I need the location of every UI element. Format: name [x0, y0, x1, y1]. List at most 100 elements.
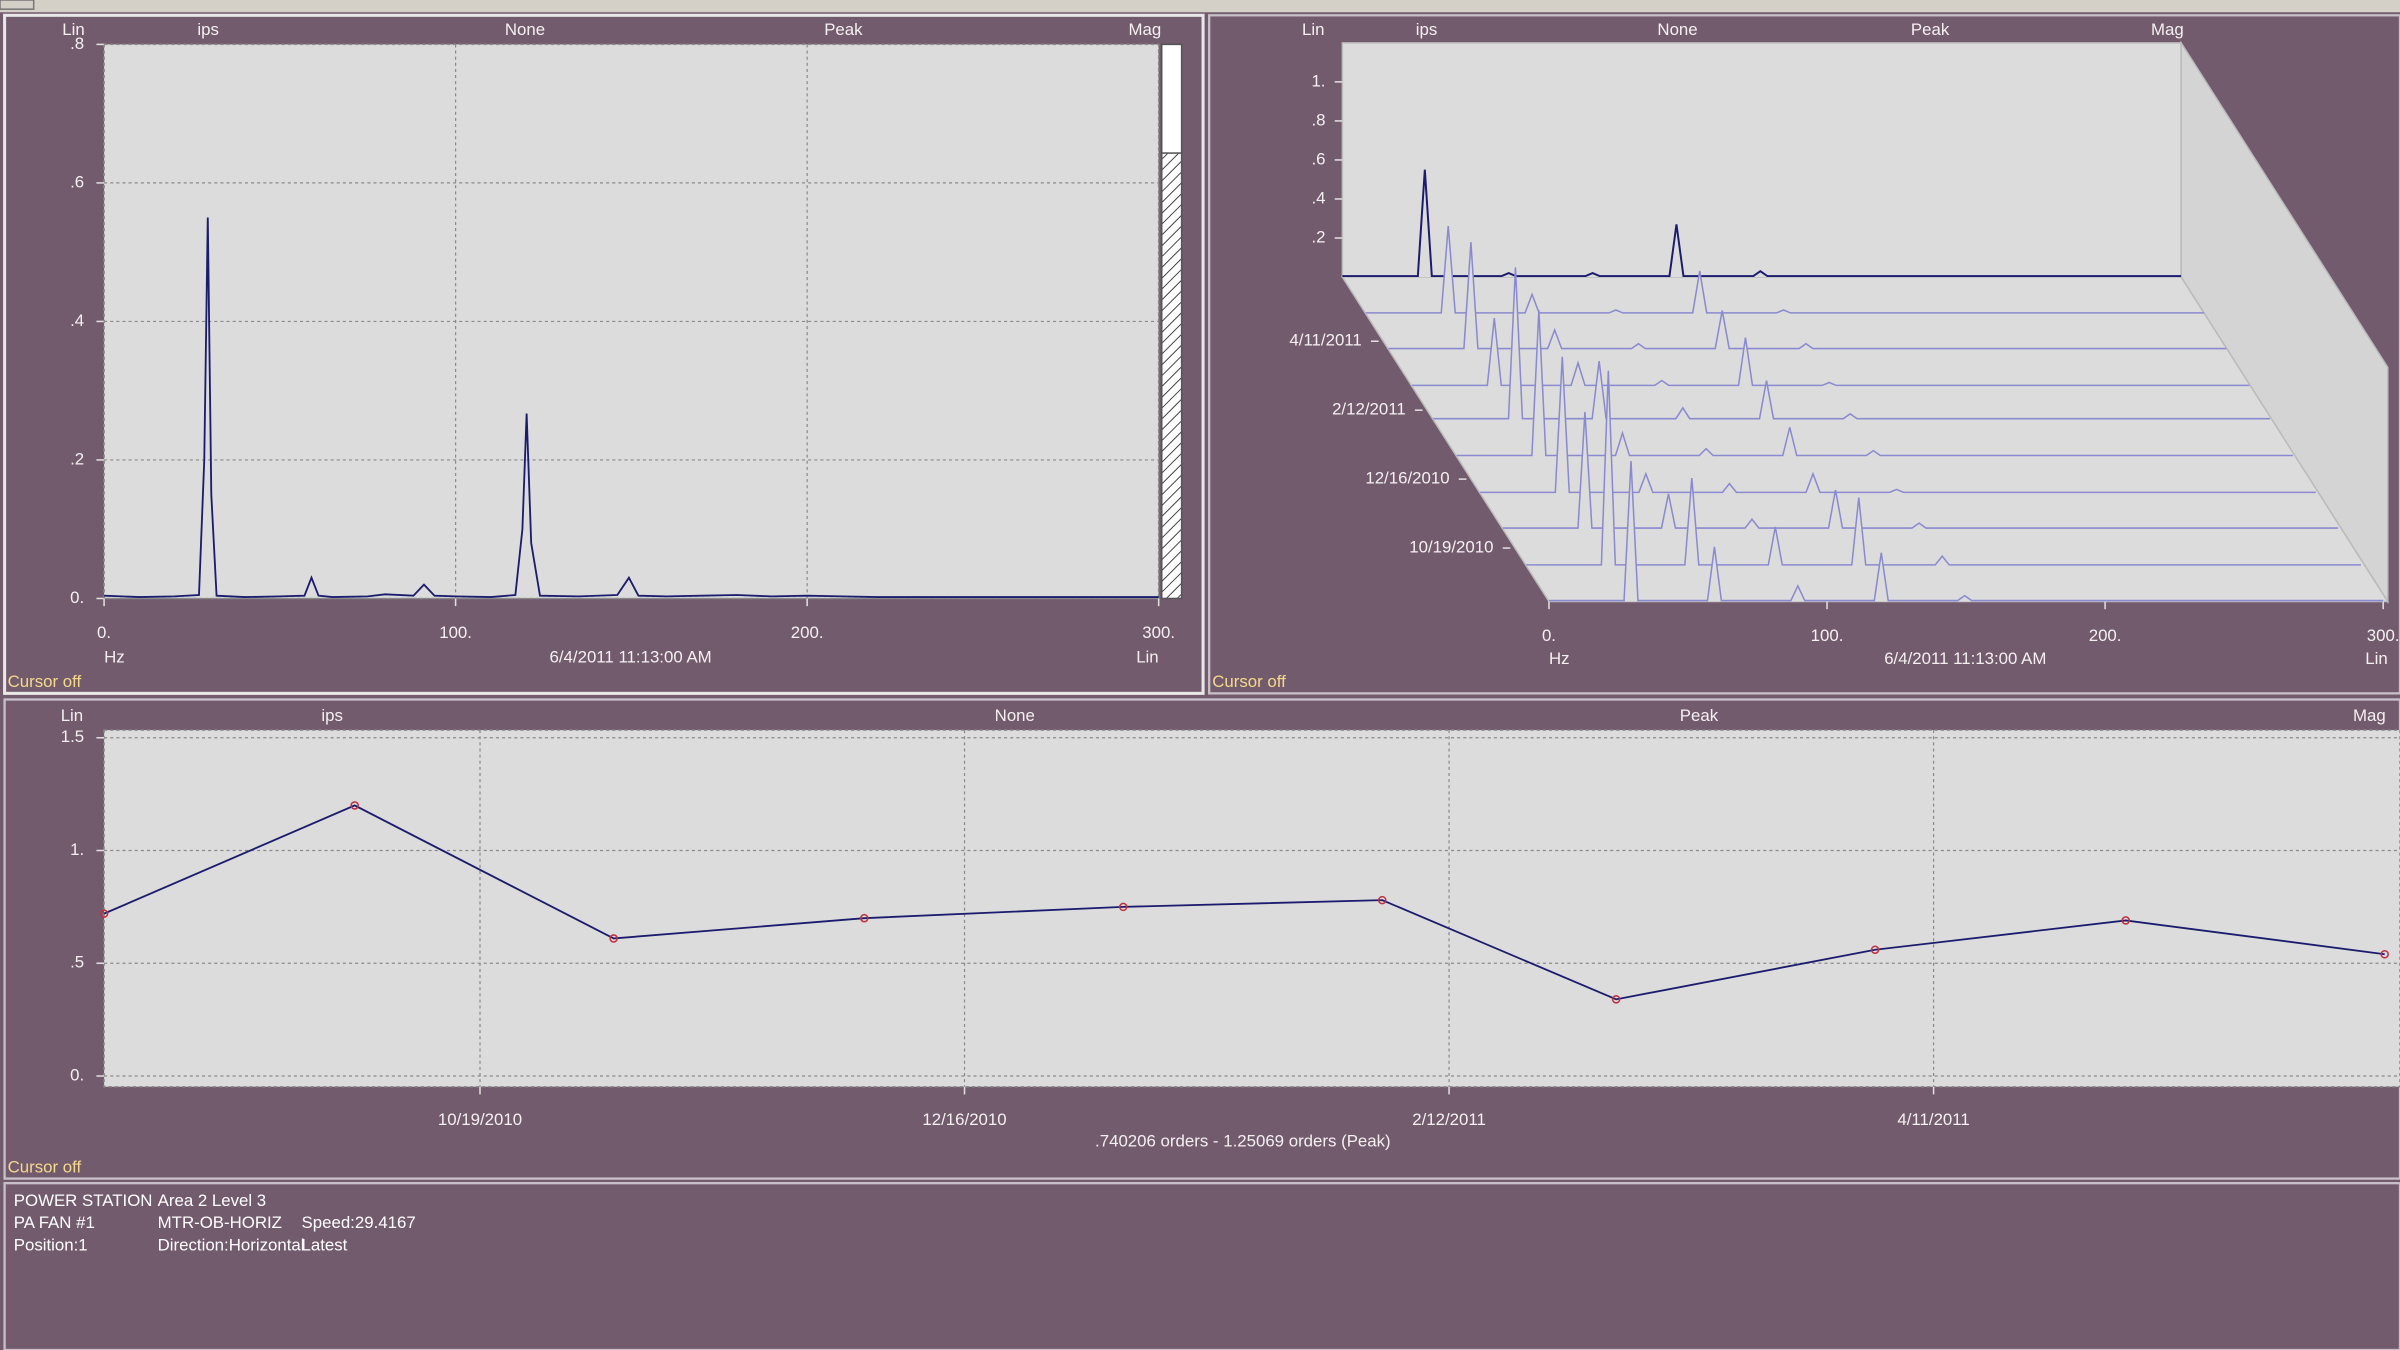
x-tick-label: 300. [1142, 623, 1175, 642]
info-text: POWER STATION [14, 1191, 153, 1210]
y-tick-label: 1. [70, 840, 84, 859]
waterfall-panel [1208, 14, 2400, 695]
y-tick-label: 1.5 [61, 727, 84, 746]
x-tick-label: 300. [2367, 626, 2400, 645]
waterfall-trace [1502, 411, 2339, 529]
data-point [99, 909, 109, 918]
y-tick-label: .8 [1311, 110, 1325, 129]
header-label: Mag [2353, 706, 2386, 725]
trace-mask [1548, 461, 2384, 602]
waterfall-trace [1456, 310, 2293, 457]
info-text: MTR-OB-HORIZ [158, 1213, 282, 1232]
back-wall [1341, 42, 2182, 278]
cursor-status: Cursor off [1212, 672, 1286, 691]
header-label: Peak [1911, 20, 1950, 39]
axis-footer: 6/4/2011 11:13:00 AM [550, 648, 712, 667]
trace-mask [1480, 356, 2316, 494]
info-text: Direction:Horizontal [158, 1235, 305, 1254]
data-point [350, 801, 359, 810]
scrollbar [1160, 43, 1183, 600]
z-tick-label: 4/11/2011 [1289, 331, 1361, 350]
x-tick-label: 100. [1811, 626, 1844, 645]
y-tick-label: .6 [1311, 149, 1325, 168]
trend-panel [3, 698, 2400, 1180]
trace-mask [1502, 411, 2339, 530]
y-tick-label: .5 [70, 953, 84, 972]
trace-mask [1433, 267, 2270, 420]
waterfall-trace [1342, 169, 2182, 278]
data-point [609, 934, 618, 943]
y-tick-label: 0. [70, 588, 84, 607]
trace-mask [1388, 242, 2227, 350]
x-tick-label: 2/12/2011 [1412, 1110, 1486, 1129]
header-label: Lin [62, 20, 84, 39]
data-point [860, 913, 869, 923]
header-label: None [505, 20, 545, 39]
info-block: POWER STATION Area 2 Level 3 PA FAN #1 MTR-… [14, 1191, 416, 1254]
x-tick-label: 0. [97, 623, 111, 642]
y-tick-label: 1. [1311, 71, 1325, 90]
waterfall-trace [1526, 370, 2361, 566]
x-tick-label: 4/11/2011 [1897, 1110, 1969, 1129]
y-tick-label: 0. [70, 1065, 84, 1084]
header-label: Mag [2151, 20, 2184, 39]
header-label: Lin [1302, 20, 1324, 39]
x-tick-label: 0. [1542, 626, 1556, 645]
info-panel [3, 1182, 2400, 1350]
waterfall-trace [1480, 356, 2316, 494]
info-text: Speed:29.4167 [302, 1213, 416, 1232]
subtitle: .740206 orders - 1.25069 orders (Peak) [1095, 1131, 1391, 1150]
header-label: Peak [824, 20, 863, 39]
axis-footer: Hz [104, 648, 125, 667]
info-text: Latest [302, 1235, 348, 1254]
data-point [1611, 995, 1621, 1004]
x-tick-label: 200. [791, 623, 824, 642]
charts: 0. .2 .4 .6 .8 0. 100. 200. 300. Lin ips None Peak Ma… [8, 20, 2400, 1176]
data-point [2121, 916, 2131, 925]
spectrum-panel [3, 13, 1205, 695]
waterfall-trace [1433, 267, 2270, 420]
header-label: None [1657, 20, 1697, 39]
header-label: ips [321, 706, 343, 725]
axis-footer: Lin [2365, 649, 2387, 668]
waterfall-trace [1388, 242, 2227, 350]
header-label: ips [197, 20, 219, 39]
header-label: ips [1416, 20, 1438, 39]
header-label: Lin [61, 706, 83, 725]
data-point [1870, 945, 1880, 955]
header-label: Peak [1680, 706, 1719, 725]
data-point [1377, 895, 1387, 905]
cursor-status: Cursor off [8, 1157, 82, 1176]
data-point [1118, 902, 1128, 912]
trace-mask [1456, 310, 2293, 457]
trace-mask [1411, 318, 2250, 387]
trace-mask [1526, 370, 2361, 566]
trace-mask [1342, 169, 2182, 278]
axis-footer: 6/4/2011 11:13:00 AM [1884, 649, 2046, 668]
plot-area [103, 729, 2400, 1088]
scrollbar-thumb[interactable] [1160, 43, 1183, 154]
toolbar-button[interactable] [0, 0, 35, 10]
y-tick-label: .2 [70, 449, 84, 468]
axis-footer: Hz [1549, 649, 1570, 668]
waterfall-trace [1365, 226, 2205, 314]
trace-mask [1365, 226, 2205, 314]
x-tick-label: 100. [439, 623, 472, 642]
x-tick-label: 200. [2089, 626, 2122, 645]
z-tick-label: 10/19/2010 [1409, 537, 1493, 556]
y-tick-label: .2 [1311, 227, 1325, 246]
waterfall-trace [1548, 460, 2384, 602]
x-tick-label: 10/19/2010 [438, 1110, 522, 1129]
z-tick-label: 2/12/2011 [1332, 400, 1406, 419]
header-label: Mag [1129, 20, 1162, 39]
x-tick-label: 12/16/2010 [922, 1110, 1006, 1129]
data-line [104, 217, 1159, 599]
axis-footer: Lin [1136, 648, 1158, 667]
waterfall-trace [1411, 318, 2250, 387]
y-tick-label: .8 [70, 34, 84, 53]
y-tick-label: .4 [1311, 188, 1325, 207]
z-tick-label: 12/16/2010 [1365, 469, 1449, 488]
info-text: Area 2 Level 3 [158, 1191, 267, 1210]
